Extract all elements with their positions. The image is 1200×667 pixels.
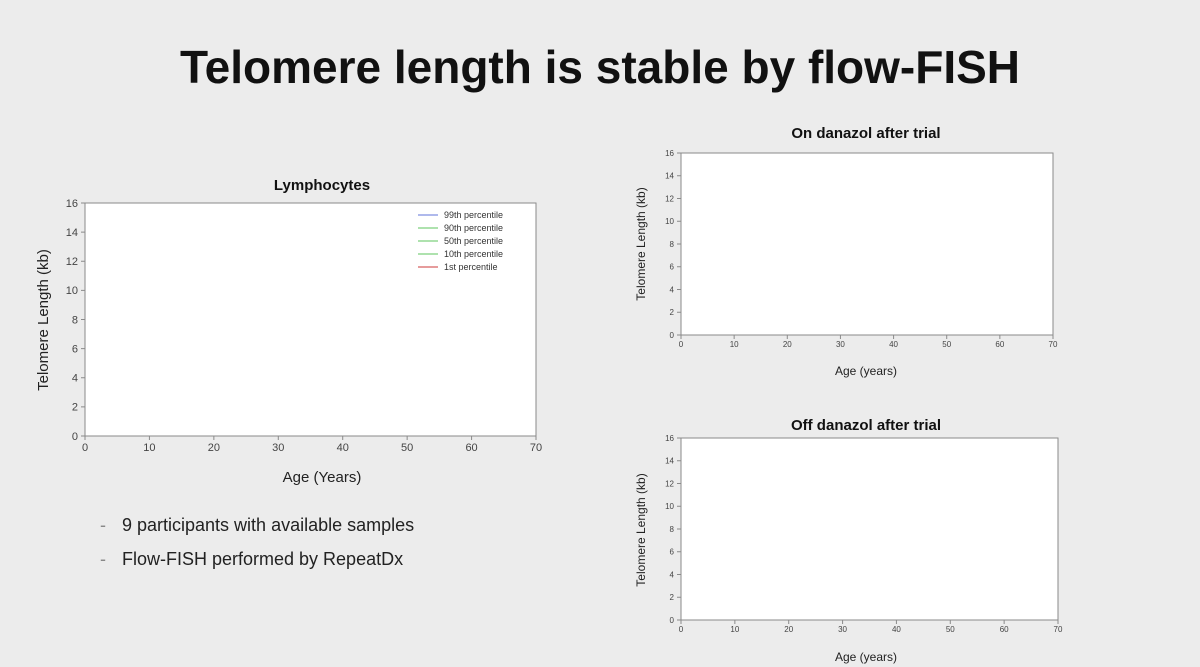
y-tick-label: 8 (670, 525, 675, 534)
x-tick-label: 30 (272, 442, 284, 454)
y-tick-label: 10 (665, 217, 674, 226)
x-tick-label: 60 (995, 340, 1004, 349)
x-tick-label: 10 (143, 442, 155, 454)
y-tick-label: 12 (665, 194, 674, 203)
y-tick-label: 0 (670, 331, 675, 340)
y-tick-label: 14 (66, 227, 78, 239)
y-tick-label: 16 (665, 149, 674, 158)
x-tick-label: 40 (889, 340, 898, 349)
y-tick-label: 14 (665, 172, 674, 181)
y-tick-label: 8 (72, 314, 78, 326)
y-tick-label: 2 (670, 308, 675, 317)
y-tick-label: 2 (670, 593, 675, 602)
slide-title: Telomere length is stable by flow-FISH (179, 41, 1021, 93)
y-tick-label: 4 (670, 570, 675, 579)
x-tick-label: 60 (1000, 625, 1009, 634)
y-tick-label: 8 (670, 240, 675, 249)
x-tick-label: 40 (892, 625, 901, 634)
x-tick-label: 40 (337, 442, 349, 454)
y-tick-label: 12 (665, 479, 674, 488)
y-tick-label: 0 (670, 616, 675, 625)
x-tick-label: 50 (942, 340, 951, 349)
x-tick-label: 20 (783, 340, 792, 349)
x-tick-label: 10 (730, 625, 739, 634)
x-axis-label: Age (years) (835, 364, 897, 378)
off-danazol-chart: Off danazol after trial 0 10 20 30 40 50 60 70 0… (634, 417, 1063, 664)
y-axis-label: Telomere Length (kb) (35, 249, 52, 391)
legend-label: 90th percentile (444, 223, 503, 233)
chart-title: Off danazol after trial (791, 417, 941, 434)
x-tick-label: 0 (679, 340, 684, 349)
y-tick-label: 4 (670, 285, 675, 294)
x-tick-label: 60 (465, 442, 477, 454)
lymphocytes-chart: Lymphocytes 0 10 20 30 40 50 60 70 0 2 4 6 8 10 12 14 16… (35, 177, 542, 486)
y-tick-label: 4 (72, 373, 78, 385)
dash-icon: - (100, 515, 106, 535)
legend-label: 99th percentile (444, 210, 503, 220)
y-tick-label: 14 (665, 457, 674, 466)
y-tick-label: 6 (670, 548, 675, 557)
x-tick-label: 70 (1049, 340, 1058, 349)
legend-label: 50th percentile (444, 236, 503, 246)
x-tick-label: 10 (730, 340, 739, 349)
y-tick-label: 6 (72, 343, 78, 355)
x-tick-label: 30 (838, 625, 847, 634)
x-axis-label: Age (Years) (283, 469, 362, 486)
bullet-text: 9 participants with available samples (122, 515, 415, 535)
plot-frame (84, 202, 537, 437)
x-tick-label: 20 (208, 442, 220, 454)
dash-icon: - (100, 549, 106, 569)
x-axis-label: Age (years) (835, 650, 897, 664)
bullet-list: -9 participants with available samples -… (100, 508, 414, 576)
legend-label: 1st percentile (444, 262, 498, 272)
y-tick-label: 16 (66, 198, 78, 210)
y-axis-label: Telomere Length (kb) (634, 473, 648, 586)
chart-title: On danazol after trial (791, 125, 940, 142)
chart-title: Lymphocytes (274, 177, 370, 194)
y-tick-label: 0 (72, 431, 78, 443)
x-tick-label: 50 (401, 442, 413, 454)
bullet-text: Flow-FISH performed by RepeatDx (122, 549, 404, 569)
x-tick-label: 30 (836, 340, 845, 349)
y-axis-label: Telomere Length (kb) (634, 187, 648, 300)
on-danazol-chart: On danazol after trial 0 10 20 30 40 50 60 70 0 2… (634, 125, 1058, 378)
x-tick-label: 70 (1054, 625, 1063, 634)
plot-frame (680, 437, 1059, 621)
x-tick-label: 20 (784, 625, 793, 634)
x-tick-label: 0 (679, 625, 684, 634)
x-tick-label: 50 (946, 625, 955, 634)
y-tick-label: 16 (665, 434, 674, 443)
bullet-item: - Flow-FISH performed by RepeatDx (100, 542, 414, 576)
y-tick-label: 12 (66, 256, 78, 268)
y-tick-label: 10 (66, 285, 78, 297)
x-tick-label: 70 (530, 442, 542, 454)
y-tick-label: 2 (72, 402, 78, 414)
plot-frame (680, 152, 1054, 336)
bullet-item: -9 participants with available samples (100, 508, 414, 542)
legend-label: 10th percentile (444, 249, 503, 259)
x-tick-label: 0 (82, 442, 88, 454)
y-tick-label: 6 (670, 263, 675, 272)
y-tick-label: 10 (665, 502, 674, 511)
